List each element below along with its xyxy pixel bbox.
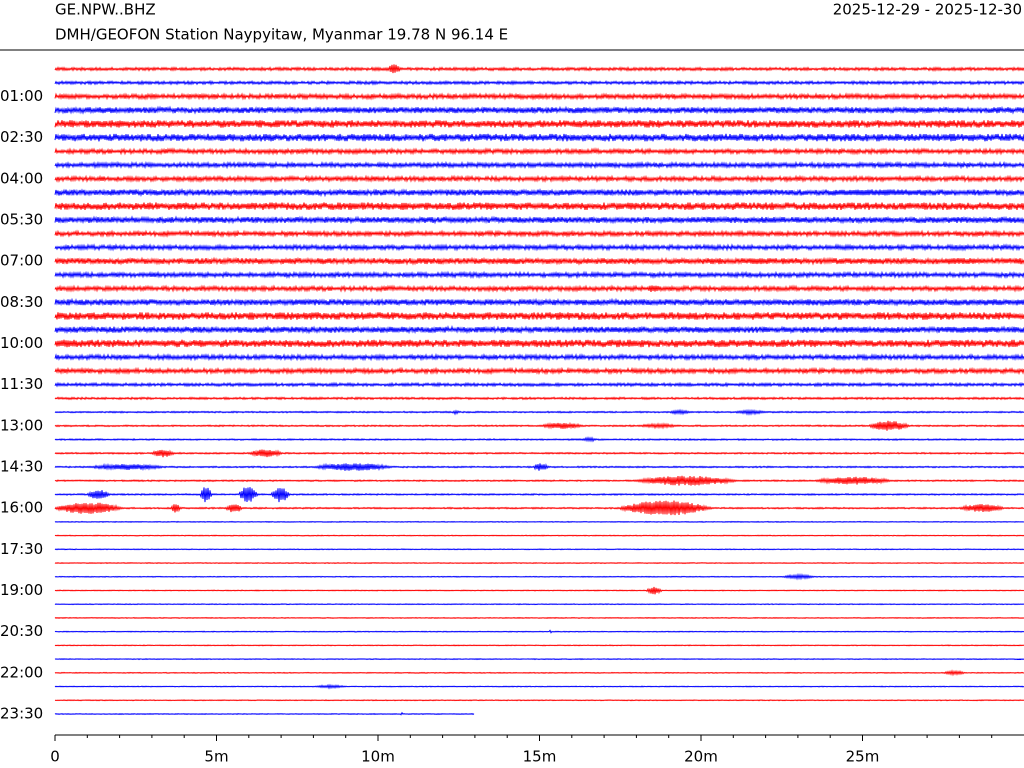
trace	[54, 658, 1024, 661]
trace	[54, 105, 1024, 115]
trace	[54, 644, 1024, 647]
y-tick-label: 11:30	[0, 375, 43, 393]
trace	[54, 92, 1024, 101]
y-tick-label: 14:30	[0, 457, 43, 475]
trace	[54, 561, 1024, 565]
y-tick-label: 04:00	[0, 169, 43, 187]
trace	[54, 311, 1024, 321]
trace	[54, 616, 1024, 620]
trace	[54, 215, 1024, 225]
trace	[54, 187, 1024, 198]
x-tick-label: 20m	[684, 748, 718, 766]
trace	[54, 133, 1024, 142]
y-tick-label: 22:00	[0, 663, 43, 681]
trace	[54, 420, 1024, 431]
trace	[54, 297, 1024, 307]
trace	[54, 500, 1024, 516]
y-tick-label: 07:00	[0, 252, 43, 270]
trace	[54, 325, 1024, 335]
trace	[54, 548, 1024, 551]
trace	[54, 449, 1024, 458]
trace	[54, 711, 475, 716]
trace	[54, 669, 1024, 677]
trace	[54, 201, 1024, 211]
trace	[54, 160, 1024, 170]
trace	[54, 603, 1024, 606]
trace	[54, 339, 1024, 348]
trace	[54, 147, 1024, 156]
station-name: DMH/GEOFON Station Naypyitaw, Myanmar 19…	[55, 26, 508, 44]
trace	[54, 520, 1024, 523]
trace	[54, 462, 1024, 472]
trace	[54, 119, 1024, 129]
trace	[54, 699, 1024, 702]
y-tick-label: 02:30	[0, 128, 43, 146]
trace	[54, 270, 1024, 280]
x-tick-label: 0	[50, 748, 60, 766]
y-tick-label: 13:00	[0, 416, 43, 434]
y-tick-label: 17:30	[0, 540, 43, 558]
trace	[54, 243, 1024, 252]
trace	[54, 683, 1024, 690]
y-tick-label: 10:00	[0, 334, 43, 352]
trace	[54, 79, 1024, 86]
y-tick-label: 08:30	[0, 293, 43, 311]
y-tick-label: 20:30	[0, 622, 43, 640]
trace	[54, 64, 1024, 74]
x-tick-label: 10m	[361, 748, 395, 766]
trace	[54, 408, 1024, 416]
station-code: GE.NPW..BHZ	[55, 1, 156, 19]
trace	[54, 284, 1024, 293]
y-tick-label: 23:30	[0, 705, 43, 723]
trace	[54, 586, 1024, 595]
trace	[54, 396, 1024, 401]
trace	[54, 229, 1024, 238]
x-tick-label: 15m	[523, 748, 557, 766]
y-tick-label: 16:00	[0, 499, 43, 517]
trace	[54, 475, 1024, 486]
x-tick-label: 5m	[204, 748, 228, 766]
trace	[54, 487, 1024, 503]
y-tick-label: 19:00	[0, 581, 43, 599]
trace	[54, 366, 1024, 376]
trace	[54, 353, 1024, 362]
trace	[54, 174, 1024, 183]
trace	[54, 629, 1024, 634]
trace	[54, 534, 1024, 537]
trace	[54, 381, 1024, 388]
y-tick-label: 05:30	[0, 210, 43, 228]
x-tick-label: 25m	[846, 748, 880, 766]
trace	[54, 436, 1024, 443]
trace	[54, 256, 1024, 266]
y-tick-label: 01:00	[0, 87, 43, 105]
date-range: 2025-12-29 - 2025-12-30	[833, 1, 1022, 19]
trace	[54, 572, 1024, 581]
